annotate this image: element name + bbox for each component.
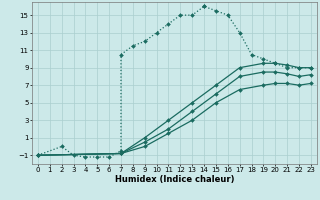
X-axis label: Humidex (Indice chaleur): Humidex (Indice chaleur) <box>115 175 234 184</box>
